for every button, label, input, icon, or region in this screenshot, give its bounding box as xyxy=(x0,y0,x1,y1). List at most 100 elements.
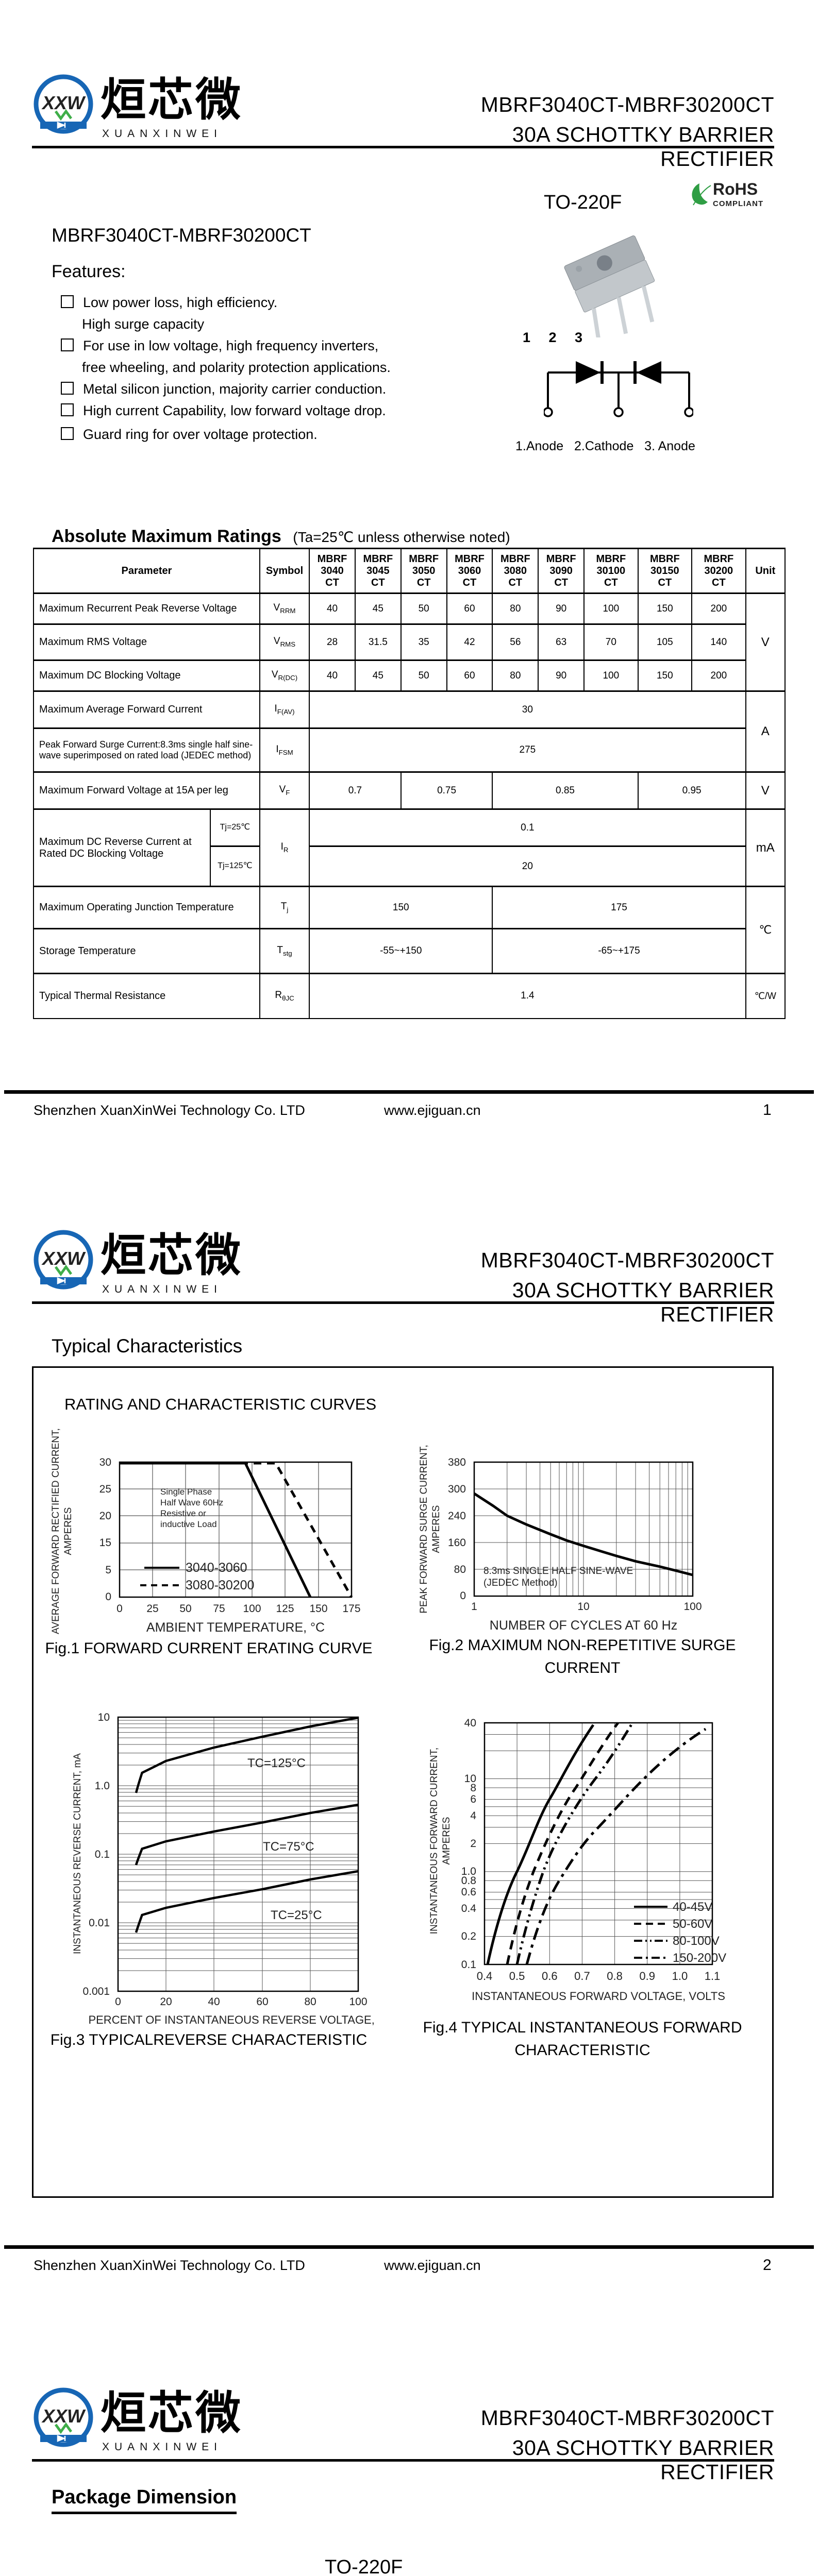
checkbox-icon xyxy=(61,403,74,416)
unit-cell: ℃/W xyxy=(745,973,786,1019)
fig4-curve-5060 xyxy=(506,1722,620,1965)
svg-text:100: 100 xyxy=(683,1601,702,1613)
svg-text:0.01: 0.01 xyxy=(89,1917,110,1929)
logo-pinyin-text: XUANXINWEI xyxy=(102,128,223,140)
svg-text:1: 1 xyxy=(471,1601,477,1613)
diode-right-icon xyxy=(637,361,661,384)
footer-website: www.ejiguan.cn xyxy=(384,2258,481,2273)
company-logo: XXW xyxy=(34,1230,93,1290)
svg-text:0: 0 xyxy=(115,1996,121,2008)
col-header-part: MBRF 30200 CT xyxy=(691,548,746,594)
table-row-ifsm: Peak Forward Surge Current:8.3ms single … xyxy=(33,727,785,773)
svg-text:0.8: 0.8 xyxy=(607,1970,623,1982)
fig4-legend: 40-45V 50-60V 80-100V 150-200V xyxy=(634,1900,726,1965)
svg-text:inductive Load: inductive Load xyxy=(160,1519,217,1529)
svg-text:Resistive or: Resistive or xyxy=(160,1509,206,1518)
table-row-tstg: Storage Temperature Tstg -55~+150 -65~+1… xyxy=(33,928,785,974)
fig1-caption: Fig.1 FORWARD CURRENT ERATING CURVE xyxy=(45,1640,373,1657)
fig1-chart: AVERAGE FORWARD RECTIFIED CURRENT, AMPER… xyxy=(51,1428,361,1635)
logo-monogram: XXW xyxy=(41,92,86,113)
svg-text:20: 20 xyxy=(160,1996,172,2008)
svg-text:0: 0 xyxy=(460,1590,466,1602)
footer-rule xyxy=(4,1090,814,1094)
svg-text:0.6: 0.6 xyxy=(542,1970,558,1982)
fig3-y-ticks: 10 1.0 0.1 0.01 0.001 xyxy=(82,1711,110,1997)
package-photo xyxy=(564,235,655,337)
table-row-rth: Typical Thermal Resistance RθJC 1.4 ℃/W xyxy=(33,973,786,1019)
fig1-annotation: Single Phase xyxy=(160,1487,212,1497)
fig1-curve-dashed xyxy=(120,1462,353,1598)
features-title: Features: xyxy=(52,262,126,281)
fig2-ylabel2: AMPERES xyxy=(431,1505,442,1553)
svg-text:10: 10 xyxy=(98,1711,110,1723)
fig2-caption: Fig.2 MAXIMUM NON-REPETITIVE SURGE CURREN… xyxy=(429,1637,736,1676)
svg-text:0.4: 0.4 xyxy=(461,1903,477,1914)
symbol-cell: IR xyxy=(259,808,310,887)
amr-title: Absolute Maximum Ratings xyxy=(52,527,281,546)
fig2-xlabel: NUMBER OF CYCLES AT 60 Hz xyxy=(490,1618,677,1633)
fig3-ylabel: INSTANTANEOUS REVERSE CURRENT, mA xyxy=(72,1753,83,1954)
fig4-caption: Fig.4 TYPICAL INSTANTANEOUS FORWARD CHARA… xyxy=(423,2019,742,2059)
logo-chinese-text: 烜芯微 xyxy=(101,1230,243,1281)
table-row-vdc: Maximum DC Blocking Voltage VR(DC) 40 45 … xyxy=(33,659,785,692)
fig3-curve-75 xyxy=(135,1803,359,1866)
col-header-part: MBRF 3045 CT xyxy=(354,548,402,594)
svg-text:0: 0 xyxy=(116,1603,123,1615)
col-header-part: MBRF 30150 CT xyxy=(637,548,693,594)
svg-text:0.1: 0.1 xyxy=(95,1849,110,1860)
logo-green-zigzag-icon xyxy=(54,109,73,121)
fig4-ylabel: INSTANTANEOUS FORWARD CURRENT, xyxy=(429,1748,440,1934)
svg-text:80: 80 xyxy=(304,1996,316,2008)
svg-text:100: 100 xyxy=(349,1996,367,2008)
symbol-cell: VR(DC) xyxy=(259,659,310,692)
svg-text:80: 80 xyxy=(454,1564,466,1575)
part-range-left: MBRF3040CT-MBRF30200CT xyxy=(52,225,311,246)
svg-text:15: 15 xyxy=(99,1537,111,1549)
company-logo: XXW xyxy=(34,74,93,134)
fig3-curve-125 xyxy=(135,1716,359,1793)
amr-title-row: Absolute Maximum Ratings (Ta=25℃ unless … xyxy=(52,527,510,547)
svg-text:8: 8 xyxy=(470,1782,476,1794)
fig3-xlabel: PERCENT OF INSTANTANEOUS REVERSE VOLTAGE… xyxy=(88,2013,376,2026)
feature-item: Low power loss, high efficiency. xyxy=(61,295,277,311)
fig2-y-ticks: 380 300 240 160 80 0 xyxy=(448,1456,466,1602)
svg-text:XXW: XXW xyxy=(41,2405,86,2427)
svg-text:20: 20 xyxy=(99,1510,111,1522)
svg-text:300: 300 xyxy=(448,1483,466,1495)
svg-text:0.001: 0.001 xyxy=(82,1986,110,1997)
rohs-text: RoHS xyxy=(713,180,758,198)
svg-text:1.1: 1.1 xyxy=(705,1970,721,1982)
fig3-x-ticks: 0 20 40 60 80 100 xyxy=(115,1996,367,2008)
feature-item: Guard ring for over voltage protection. xyxy=(61,427,318,443)
svg-text:25: 25 xyxy=(146,1603,158,1615)
fig1-y-ticks: 30 25 20 15 5 0 xyxy=(99,1456,111,1603)
rohs-logo: RoHS COMPLIANT xyxy=(692,180,763,208)
fig4-chart: INSTANTANEOUS FORWARD CURRENT, AMPERES 4… xyxy=(429,1717,726,2003)
fig3-label-125: TC=125°C xyxy=(247,1756,306,1770)
svg-text:25: 25 xyxy=(99,1483,111,1495)
table-row-vf: Maximum Forward Voltage at 15A per leg V… xyxy=(33,771,786,810)
svg-text:0.1: 0.1 xyxy=(461,1959,476,1971)
svg-text:40: 40 xyxy=(208,1996,220,2008)
company-logo: XXW xyxy=(34,2387,93,2447)
feature-item: For use in low voltage, high frequency i… xyxy=(61,338,378,354)
condition-cell: Tj=125℃ xyxy=(209,845,260,887)
symbol-cell: VRMS xyxy=(259,623,310,661)
col-header-symbol: Symbol xyxy=(259,548,310,594)
unit-cell: V xyxy=(745,592,786,692)
header-rule xyxy=(32,1301,774,1304)
feature-item: High surge capacity xyxy=(82,316,205,332)
svg-text:1.0: 1.0 xyxy=(672,1970,688,1982)
svg-text:XXW: XXW xyxy=(41,1248,86,1269)
fig2-chart: PEAK FORWARD SURGE CURRENT, AMPERES 8.3m… xyxy=(419,1445,702,1633)
unit-cell: V xyxy=(745,771,786,810)
svg-text:380: 380 xyxy=(448,1456,466,1468)
table-row-vrrm: Maximum Recurrent Peak Reverse Voltage V… xyxy=(33,592,786,692)
svg-text:60: 60 xyxy=(256,1996,268,2008)
fig4-ylabel2: AMPERES xyxy=(441,1817,452,1865)
diode-right-cathode-bar xyxy=(633,361,637,384)
fig4-x-ticks: 0.4 0.5 0.6 0.7 0.8 0.9 1.0 1.1 xyxy=(477,1970,721,1982)
doc-title-part-range: MBRF3040CT-MBRF30200CT xyxy=(480,1248,774,1272)
svg-text:240: 240 xyxy=(448,1510,466,1522)
